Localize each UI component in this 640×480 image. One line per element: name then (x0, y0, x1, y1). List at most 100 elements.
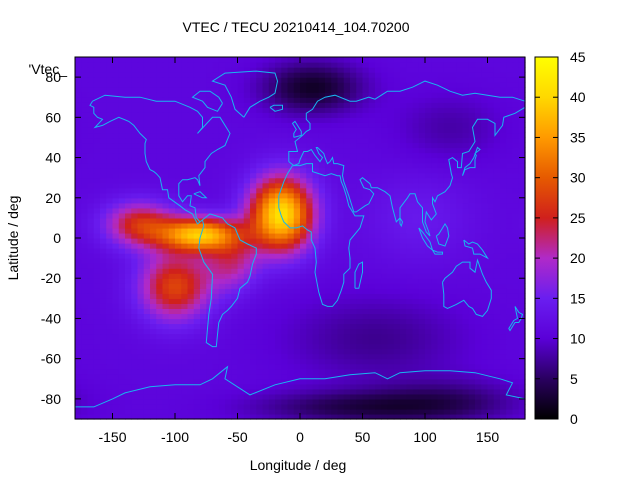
heatmap-cell (281, 217, 289, 224)
heatmap-cell (231, 308, 239, 315)
heatmap-cell (331, 248, 339, 254)
heatmap-cell (118, 363, 126, 370)
heatmap-cell (368, 192, 376, 199)
heatmap-cell (387, 288, 395, 294)
heatmap-cell (325, 243, 332, 249)
heatmap-cell (375, 373, 382, 380)
heatmap-cell (106, 97, 114, 103)
heatmap-cell (206, 142, 214, 149)
heatmap-cell (393, 298, 401, 304)
heatmap-cell (118, 258, 126, 264)
heatmap-cell (212, 388, 220, 395)
heatmap-cell (75, 353, 82, 360)
heatmap-cell (500, 97, 507, 103)
heatmap-cell (87, 232, 95, 239)
heatmap-cell (275, 152, 282, 159)
heatmap-cell (337, 197, 345, 204)
heatmap-cell (262, 358, 270, 365)
heatmap-cell (468, 353, 476, 360)
heatmap-cell (231, 318, 239, 325)
heatmap-cell (331, 353, 339, 360)
heatmap-cell (206, 157, 214, 164)
heatmap-cell (493, 248, 501, 254)
heatmap-cell (362, 288, 370, 294)
heatmap-cell (268, 87, 276, 93)
heatmap-cell (375, 388, 382, 395)
heatmap-cell (268, 97, 276, 103)
heatmap-cell (250, 253, 257, 259)
heatmap-cell (331, 82, 339, 88)
heatmap-cell (468, 147, 476, 154)
heatmap-cell (337, 253, 345, 259)
heatmap-cell (443, 197, 451, 204)
heatmap-cell (187, 67, 195, 73)
heatmap-cell (162, 293, 170, 299)
heatmap-cell (500, 192, 507, 199)
heatmap-cell (93, 413, 101, 420)
heatmap-cell (412, 338, 420, 345)
heatmap-cell (500, 87, 507, 93)
heatmap-cell (112, 232, 120, 239)
heatmap-cell (400, 248, 407, 254)
heatmap-cell (462, 232, 470, 239)
heatmap-cell (368, 227, 376, 234)
heatmap-cell (431, 92, 439, 98)
heatmap-cell (175, 172, 182, 179)
heatmap-cell (343, 383, 351, 390)
heatmap-cell (131, 293, 139, 299)
heatmap-cell (256, 288, 264, 294)
heatmap-cell (375, 243, 382, 249)
heatmap-cell (300, 162, 307, 169)
heatmap-cell (218, 413, 226, 420)
heatmap-cell (425, 182, 432, 189)
heatmap-cell (481, 243, 489, 249)
heatmap-cell (300, 232, 307, 239)
heatmap-cell (481, 408, 489, 415)
heatmap-cell (462, 403, 470, 410)
heatmap-cell (218, 243, 226, 249)
heatmap-cell (368, 283, 376, 289)
heatmap-cell (168, 268, 176, 274)
heatmap-cell (456, 192, 464, 199)
heatmap-cell (225, 283, 232, 289)
heatmap-cell (493, 107, 501, 113)
heatmap-cell (425, 318, 432, 325)
heatmap-cell (456, 278, 464, 284)
heatmap-cell (456, 227, 464, 234)
heatmap-cell (387, 363, 395, 370)
heatmap-cell (456, 107, 464, 113)
heatmap-cell (143, 187, 151, 194)
heatmap-cell (418, 177, 426, 184)
heatmap-cell (512, 403, 520, 410)
heatmap-cell (368, 117, 376, 123)
heatmap-cell (168, 177, 176, 184)
heatmap-cell (106, 333, 114, 340)
heatmap-cell (281, 243, 289, 249)
heatmap-cell (343, 137, 351, 144)
heatmap-cell (150, 202, 157, 209)
heatmap-cell (243, 333, 251, 340)
heatmap-cell (306, 102, 314, 108)
heatmap-cell (406, 248, 414, 254)
heatmap-cell (350, 132, 357, 139)
heatmap-cell (500, 258, 507, 264)
heatmap-cell (475, 167, 482, 174)
heatmap-cell (125, 92, 132, 98)
heatmap-cell (450, 207, 457, 214)
heatmap-cell (131, 298, 139, 304)
heatmap-cell (425, 152, 432, 159)
heatmap-cell (193, 177, 201, 184)
heatmap-cell (331, 298, 339, 304)
heatmap-cell (437, 378, 445, 385)
heatmap-cell (468, 222, 476, 229)
heatmap-cell (500, 358, 507, 365)
heatmap-cell (312, 157, 320, 164)
heatmap-cell (518, 343, 526, 350)
heatmap-cell (381, 333, 389, 340)
heatmap-cell (75, 238, 82, 244)
heatmap-cell (281, 283, 289, 289)
heatmap-cell (418, 227, 426, 234)
heatmap-cell (493, 308, 501, 315)
heatmap-cell (443, 383, 451, 390)
heatmap-cell (506, 268, 514, 274)
